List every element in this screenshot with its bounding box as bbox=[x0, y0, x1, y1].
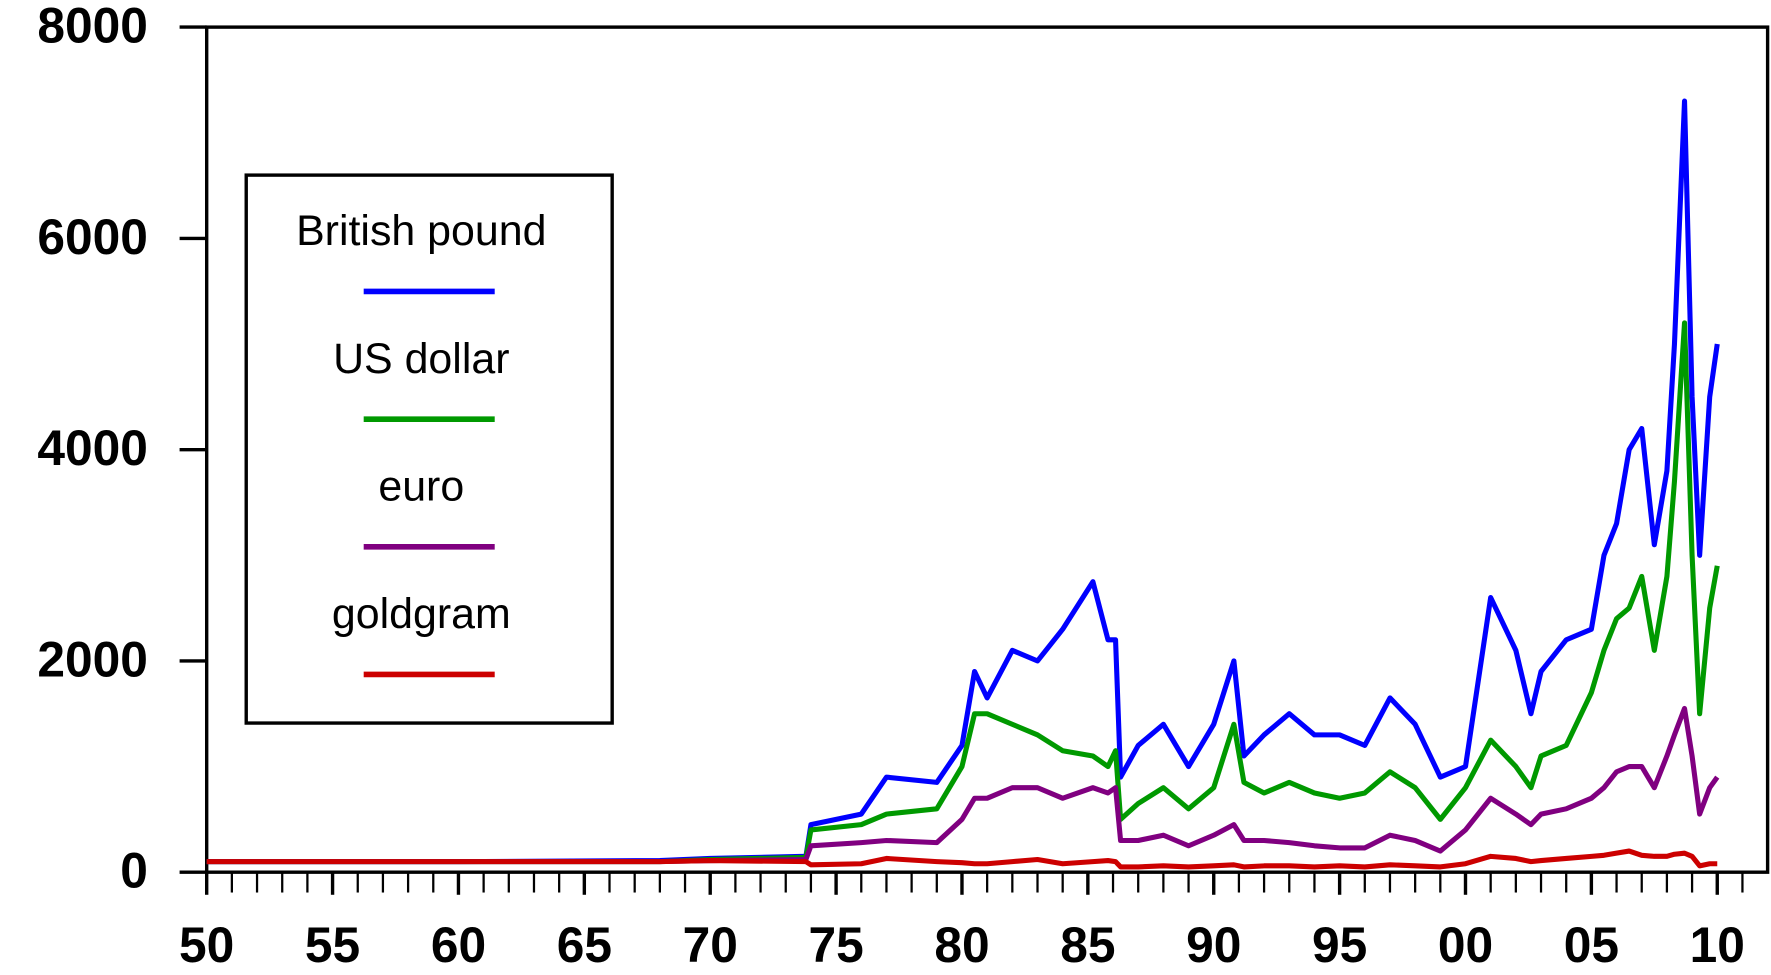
x-tick-label: 90 bbox=[1186, 917, 1241, 973]
legend-box bbox=[244, 173, 614, 725]
x-tick-label: 65 bbox=[557, 917, 612, 973]
x-tick-label: 05 bbox=[1564, 917, 1619, 973]
x-tick-label: 55 bbox=[305, 917, 360, 973]
legend: British pound US dollar euro goldgram bbox=[244, 173, 614, 725]
x-tick-label: 80 bbox=[934, 917, 989, 973]
series-line bbox=[206, 705, 1720, 865]
x-tick-label: 95 bbox=[1312, 917, 1367, 973]
y-tick-label: 8000 bbox=[37, 0, 148, 54]
series-line bbox=[206, 320, 1720, 865]
legend-label: goldgram bbox=[332, 590, 511, 638]
y-tick-label: 0 bbox=[120, 843, 148, 899]
x-tick-label: 10 bbox=[1690, 917, 1745, 973]
legend-label: British pound bbox=[296, 207, 546, 255]
y-tick-label: 4000 bbox=[37, 420, 148, 476]
x-tick-label: 70 bbox=[683, 917, 738, 973]
x-tick-label: 60 bbox=[431, 917, 486, 973]
y-tick-label: 6000 bbox=[37, 209, 148, 265]
x-tick-label: 50 bbox=[179, 917, 234, 973]
y-tick-label: 2000 bbox=[37, 631, 148, 687]
x-tick-label: 85 bbox=[1060, 917, 1115, 973]
series-line bbox=[206, 848, 1718, 870]
series-line bbox=[206, 98, 1720, 865]
x-tick-label: 75 bbox=[808, 917, 863, 973]
x-tick-label: 00 bbox=[1438, 917, 1493, 973]
legend-label: US dollar bbox=[333, 335, 509, 383]
legend-label: euro bbox=[378, 463, 464, 511]
